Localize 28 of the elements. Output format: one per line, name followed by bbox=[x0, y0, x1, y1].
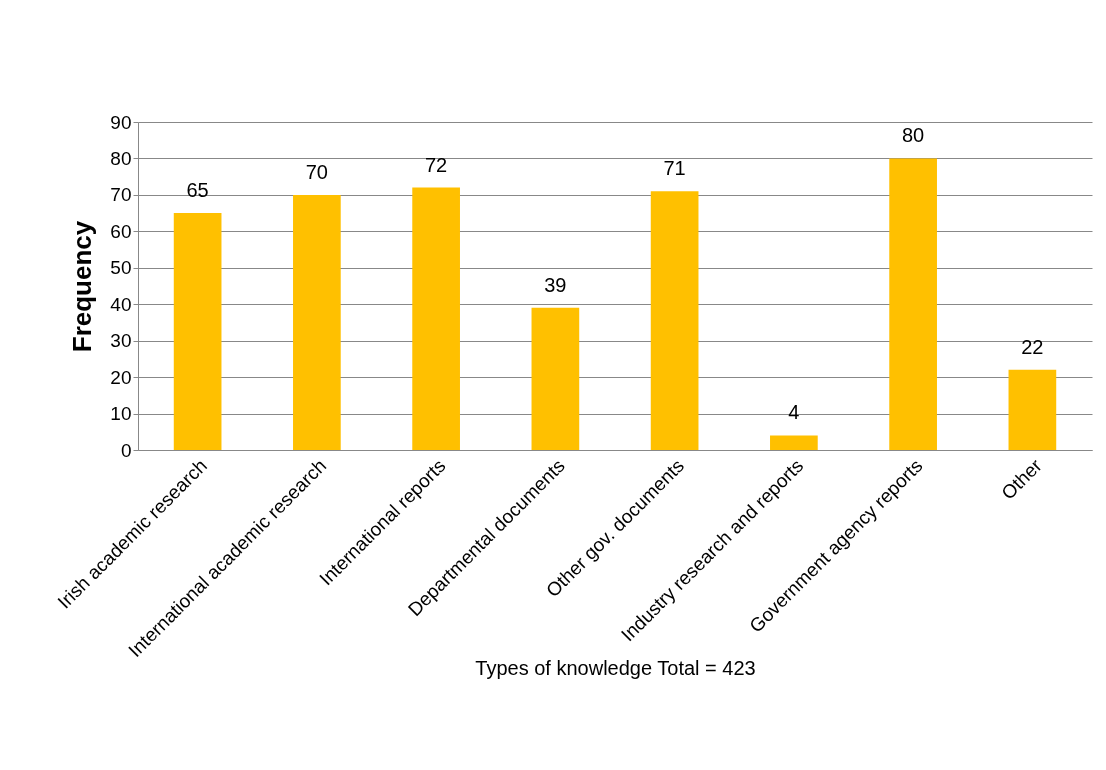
y-tick-label: 90 bbox=[110, 111, 132, 133]
data-label: 71 bbox=[663, 157, 686, 180]
bar bbox=[173, 213, 222, 450]
y-tick-label: 70 bbox=[110, 184, 132, 206]
data-label: 65 bbox=[186, 179, 209, 202]
data-label: 72 bbox=[425, 153, 448, 176]
y-tick-label: 0 bbox=[120, 439, 132, 461]
data-label: 70 bbox=[305, 160, 328, 183]
y-tick-label: 80 bbox=[110, 147, 132, 169]
bar bbox=[293, 194, 341, 450]
y-tick-label: 40 bbox=[110, 293, 132, 315]
y-tick-label: 10 bbox=[110, 403, 132, 425]
y-tick-label: 20 bbox=[110, 366, 132, 388]
y-axis-title: Frequency bbox=[67, 220, 98, 353]
bar bbox=[1008, 369, 1057, 450]
y-tick-label: 60 bbox=[110, 220, 132, 242]
x-axis-title: Types of knowledge Total = 423 bbox=[475, 656, 756, 679]
y-tick-label: 50 bbox=[110, 257, 132, 279]
bar bbox=[531, 307, 580, 450]
data-label: 4 bbox=[788, 401, 800, 424]
bar bbox=[650, 191, 699, 450]
data-label: 39 bbox=[544, 273, 567, 296]
bar bbox=[412, 187, 460, 450]
data-label: 22 bbox=[1021, 335, 1044, 358]
data-label: 80 bbox=[902, 124, 925, 147]
y-tick-label: 30 bbox=[110, 330, 132, 352]
bar bbox=[770, 435, 818, 450]
bar bbox=[889, 158, 937, 450]
